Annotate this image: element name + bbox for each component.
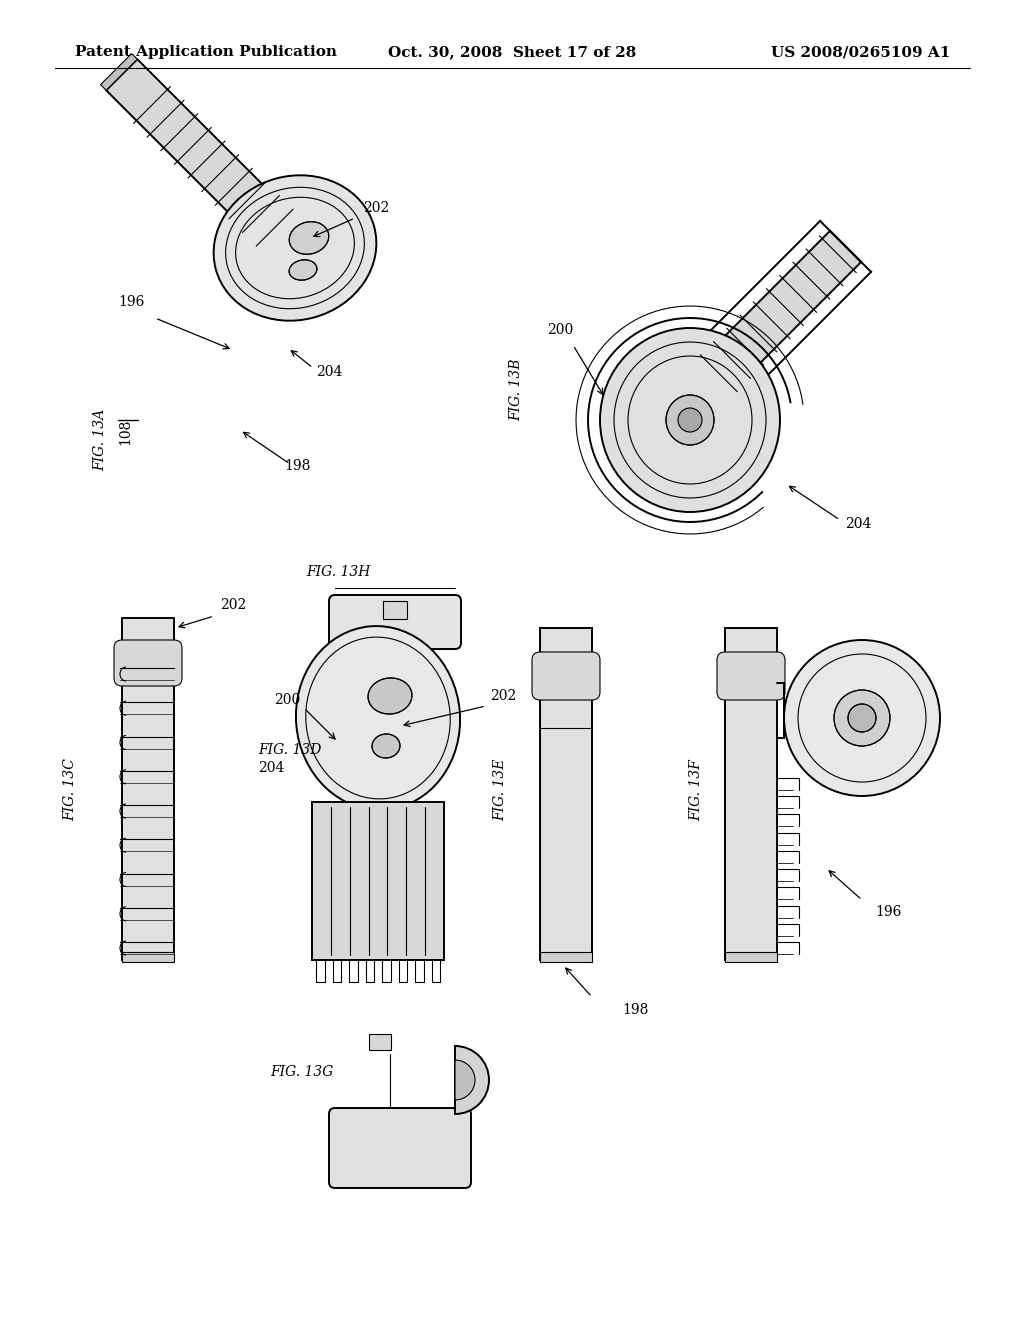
Text: 204: 204 — [845, 517, 871, 531]
Wedge shape — [455, 1045, 489, 1114]
Text: FIG. 13D: FIG. 13D — [258, 743, 322, 756]
Ellipse shape — [296, 626, 460, 810]
Text: FIG. 13F: FIG. 13F — [689, 759, 703, 821]
Text: 196: 196 — [118, 294, 144, 309]
Bar — [383, 601, 407, 619]
Ellipse shape — [666, 395, 714, 445]
Bar — [540, 628, 592, 960]
Text: 202: 202 — [490, 689, 516, 704]
Text: 196: 196 — [874, 906, 901, 919]
Text: 204: 204 — [258, 762, 285, 775]
Text: 204: 204 — [316, 366, 342, 379]
Ellipse shape — [289, 260, 316, 280]
Polygon shape — [122, 66, 340, 297]
FancyBboxPatch shape — [329, 595, 461, 649]
Ellipse shape — [289, 222, 329, 255]
Text: FIG. 13A: FIG. 13A — [93, 409, 106, 471]
Text: FIG. 13C: FIG. 13C — [63, 759, 77, 821]
Polygon shape — [100, 54, 137, 90]
Text: Oct. 30, 2008  Sheet 17 of 28: Oct. 30, 2008 Sheet 17 of 28 — [388, 45, 636, 59]
Circle shape — [784, 640, 940, 796]
Bar — [725, 628, 777, 960]
Bar — [122, 618, 174, 960]
Bar — [725, 952, 777, 962]
Text: FIG. 13E: FIG. 13E — [493, 759, 507, 821]
Bar — [122, 952, 174, 962]
FancyBboxPatch shape — [114, 640, 182, 686]
Polygon shape — [675, 231, 861, 417]
Polygon shape — [106, 59, 303, 256]
Bar — [312, 803, 444, 960]
Ellipse shape — [600, 327, 780, 512]
Text: 202: 202 — [220, 598, 246, 612]
Bar — [540, 952, 592, 962]
Text: 200: 200 — [547, 323, 573, 337]
Ellipse shape — [372, 734, 400, 758]
Circle shape — [848, 704, 876, 733]
Text: Patent Application Publication: Patent Application Publication — [75, 45, 337, 59]
FancyBboxPatch shape — [717, 652, 785, 700]
Circle shape — [834, 690, 890, 746]
Text: 202: 202 — [362, 201, 389, 215]
FancyBboxPatch shape — [329, 1107, 471, 1188]
Bar — [369, 1034, 391, 1049]
Ellipse shape — [214, 176, 377, 321]
Ellipse shape — [368, 678, 412, 714]
Ellipse shape — [678, 408, 702, 432]
Text: FIG. 13B: FIG. 13B — [509, 359, 523, 421]
Text: 198: 198 — [284, 459, 310, 473]
Text: 200: 200 — [273, 693, 300, 708]
FancyBboxPatch shape — [532, 652, 600, 700]
Text: FIG. 13G: FIG. 13G — [270, 1065, 334, 1078]
Text: US 2008/0265109 A1: US 2008/0265109 A1 — [771, 45, 950, 59]
Text: 108: 108 — [118, 418, 132, 445]
Text: FIG. 13H: FIG. 13H — [306, 565, 371, 579]
Wedge shape — [455, 1060, 475, 1100]
Text: 198: 198 — [623, 1003, 649, 1016]
